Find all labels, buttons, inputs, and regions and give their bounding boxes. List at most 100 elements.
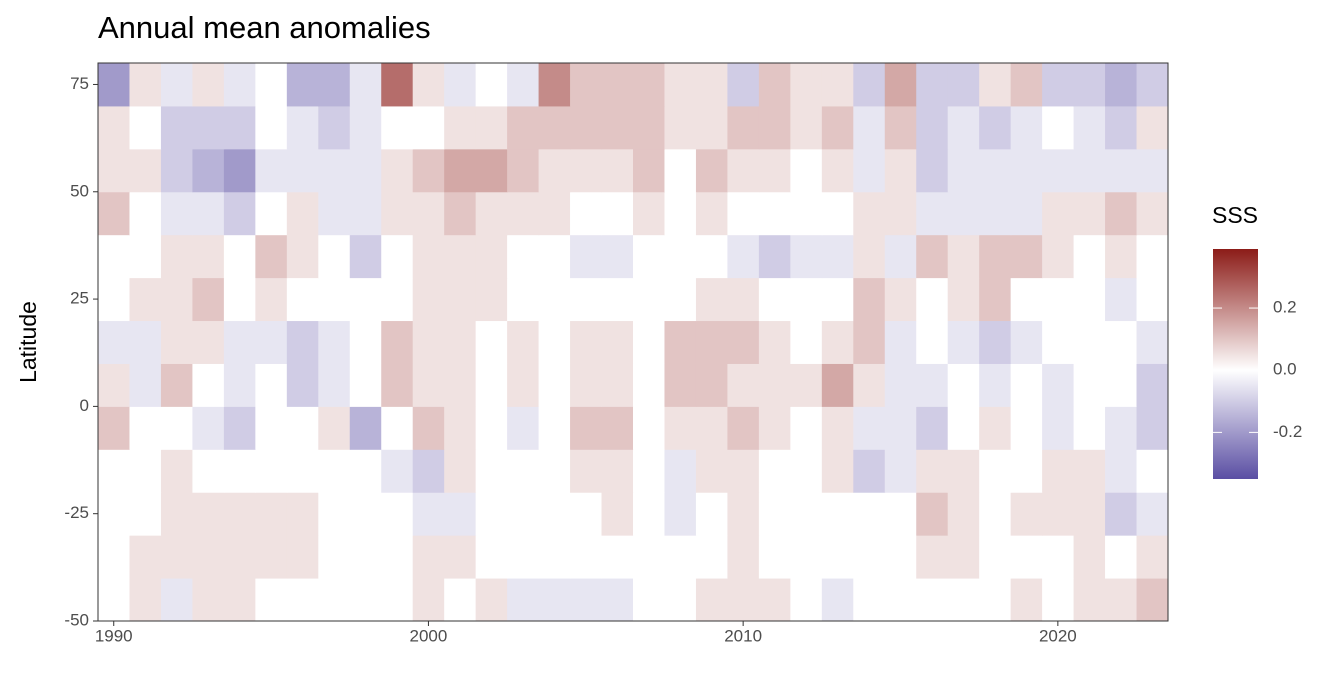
heatmap-cell bbox=[286, 535, 319, 579]
heatmap-cell bbox=[979, 363, 1012, 407]
heatmap-cell bbox=[286, 234, 319, 279]
heatmap-cell bbox=[790, 234, 823, 279]
heatmap-cell bbox=[1105, 148, 1138, 193]
heatmap-cell bbox=[286, 578, 319, 622]
x-tick-label: 2020 bbox=[1039, 626, 1077, 645]
heatmap-cell bbox=[633, 320, 665, 364]
heatmap-cell bbox=[664, 535, 697, 579]
heatmap-cell bbox=[979, 277, 1012, 322]
heatmap-cell bbox=[821, 578, 854, 622]
heatmap-cell bbox=[507, 277, 540, 322]
heatmap-cell bbox=[790, 492, 823, 536]
heatmap-cell bbox=[129, 535, 162, 579]
heatmap-cell bbox=[1042, 191, 1075, 236]
heatmap-cell bbox=[318, 148, 351, 193]
heatmap-cell bbox=[664, 449, 697, 493]
y-tick-label: 25 bbox=[70, 289, 89, 308]
heatmap-cell bbox=[349, 234, 382, 279]
heatmap-cell bbox=[979, 578, 1012, 622]
heatmap-cell bbox=[255, 535, 288, 579]
heatmap-cell bbox=[1136, 320, 1169, 364]
heatmap-cell bbox=[223, 406, 256, 450]
heatmap-cell bbox=[475, 148, 508, 193]
heatmap-cell bbox=[664, 234, 697, 279]
heatmap-cell bbox=[538, 363, 571, 407]
heatmap-cell bbox=[98, 406, 130, 450]
heatmap-cell bbox=[98, 320, 130, 364]
heatmap-cell bbox=[1105, 105, 1138, 150]
heatmap-cell bbox=[318, 363, 351, 407]
heatmap-cell bbox=[192, 105, 225, 150]
heatmap-cell bbox=[349, 148, 382, 193]
heatmap-cell bbox=[507, 234, 540, 279]
heatmap-cell bbox=[664, 363, 697, 407]
heatmap-cell bbox=[853, 578, 886, 622]
heatmap-cell bbox=[349, 406, 382, 450]
x-tick-label: 2000 bbox=[410, 626, 448, 645]
heatmap-cell bbox=[98, 449, 130, 493]
heatmap-cell bbox=[507, 191, 540, 236]
heatmap-cell bbox=[1105, 363, 1138, 407]
heatmap-cell bbox=[444, 63, 477, 107]
heatmap-cell bbox=[947, 535, 980, 579]
heatmap-cell bbox=[507, 492, 540, 536]
heatmap bbox=[98, 63, 1169, 622]
y-tick-label: 0 bbox=[80, 396, 89, 415]
heatmap-cell bbox=[381, 105, 414, 150]
heatmap-cell bbox=[223, 63, 256, 107]
heatmap-cell bbox=[633, 363, 665, 407]
heatmap-cell bbox=[821, 363, 854, 407]
heatmap-cell bbox=[884, 191, 917, 236]
color-bar bbox=[1213, 249, 1258, 479]
heatmap-cell bbox=[916, 105, 949, 150]
heatmap-cell bbox=[790, 449, 823, 493]
heatmap-cell bbox=[255, 363, 288, 407]
heatmap-cell bbox=[979, 406, 1012, 450]
heatmap-cell bbox=[223, 191, 256, 236]
heatmap-cell bbox=[318, 63, 351, 107]
heatmap-cell bbox=[601, 578, 634, 622]
heatmap-cell bbox=[192, 535, 225, 579]
heatmap-cell bbox=[318, 320, 351, 364]
heatmap-cell bbox=[633, 492, 665, 536]
heatmap-cell bbox=[412, 234, 445, 279]
heatmap-cell bbox=[1042, 535, 1075, 579]
heatmap-cell bbox=[98, 492, 130, 536]
heatmap-cell bbox=[507, 535, 540, 579]
heatmap-cell bbox=[947, 63, 980, 107]
heatmap-cell bbox=[1105, 320, 1138, 364]
heatmap-cell bbox=[192, 406, 225, 450]
heatmap-cell bbox=[381, 535, 414, 579]
heatmap-cell bbox=[412, 191, 445, 236]
heatmap-cell bbox=[286, 363, 319, 407]
heatmap-cell bbox=[223, 148, 256, 193]
heatmap-cell bbox=[821, 320, 854, 364]
heatmap-cell bbox=[223, 234, 256, 279]
heatmap-cell bbox=[444, 277, 477, 322]
heatmap-cell bbox=[695, 320, 728, 364]
heatmap-cell bbox=[727, 234, 760, 279]
heatmap-cell bbox=[1042, 277, 1075, 322]
heatmap-cell bbox=[947, 492, 980, 536]
heatmap-cell bbox=[1042, 406, 1075, 450]
heatmap-cell bbox=[1105, 191, 1138, 236]
heatmap-cell bbox=[884, 63, 917, 107]
heatmap-cell bbox=[98, 63, 130, 107]
heatmap-cell bbox=[444, 578, 477, 622]
y-tick-label: -25 bbox=[64, 503, 89, 522]
heatmap-cell bbox=[1073, 492, 1106, 536]
heatmap-cell bbox=[98, 277, 130, 322]
heatmap-cell bbox=[916, 234, 949, 279]
heatmap-cell bbox=[884, 492, 917, 536]
heatmap-cell bbox=[1136, 234, 1169, 279]
heatmap-cell bbox=[601, 234, 634, 279]
y-tick-label: 50 bbox=[70, 181, 89, 200]
heatmap-cell bbox=[1010, 277, 1043, 322]
heatmap-cell bbox=[790, 63, 823, 107]
heatmap-cell bbox=[884, 363, 917, 407]
heatmap-cell bbox=[1010, 105, 1043, 150]
heatmap-cell bbox=[853, 320, 886, 364]
heatmap-cell bbox=[758, 105, 791, 150]
heatmap-cell bbox=[727, 148, 760, 193]
heatmap-cell bbox=[223, 320, 256, 364]
